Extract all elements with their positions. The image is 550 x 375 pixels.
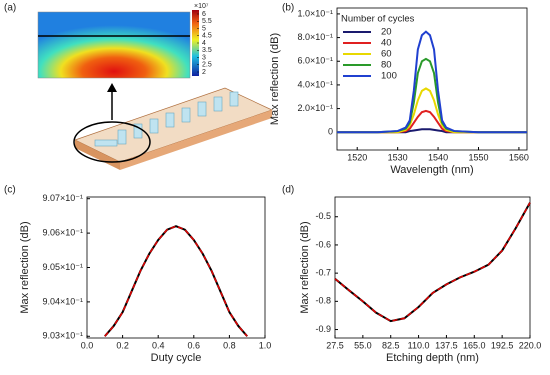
y-axis-title: Max reflection (dB) bbox=[269, 33, 281, 125]
colorbar-tick-label: 4.5 bbox=[202, 33, 212, 40]
x-axis-title: Wavelength (nm) bbox=[390, 164, 473, 176]
x-tick-label: 1560 bbox=[509, 152, 529, 162]
x-tick-label: 0.0 bbox=[81, 340, 94, 350]
x-tick-label: 192.5 bbox=[491, 340, 514, 350]
x-tick-label: 137.5 bbox=[435, 340, 458, 350]
series-line bbox=[104, 225, 248, 337]
series-line bbox=[337, 87, 527, 134]
x-axis-title: Etching depth (nm) bbox=[386, 352, 479, 364]
x-tick-label: 55.0 bbox=[354, 340, 372, 350]
colorbar-tick-label: 2 bbox=[202, 69, 206, 76]
y-tick-label: -0.5 bbox=[315, 211, 331, 221]
legend-title: Number of cycles bbox=[341, 14, 415, 25]
legend-label: 80 bbox=[381, 60, 392, 71]
colorbar-tick-label: 3 bbox=[202, 54, 206, 61]
colorbar-tick-label: 3.5 bbox=[202, 47, 212, 54]
y-tick-label: 9.07×10⁻¹ bbox=[42, 193, 83, 203]
y-tick-label: -0.6 bbox=[315, 239, 331, 249]
series-overlay-line bbox=[104, 225, 248, 337]
y-tick-label: -0.7 bbox=[315, 268, 331, 278]
x-tick-label: 1550 bbox=[468, 152, 488, 162]
y-tick-label: -0.9 bbox=[315, 324, 331, 334]
colorbar-exponent: ×10⁷ bbox=[194, 3, 209, 10]
plot-frame bbox=[336, 7, 528, 151]
x-tick-label: 82.5 bbox=[382, 340, 400, 350]
colorbar-tick-label: 5 bbox=[202, 25, 206, 32]
x-tick-label: 0.8 bbox=[223, 340, 236, 350]
x-tick-label: 0.6 bbox=[188, 340, 201, 350]
panel-label: (a) bbox=[4, 3, 16, 14]
legend-label: 100 bbox=[381, 71, 397, 82]
legend-label: 40 bbox=[381, 38, 392, 49]
y-tick-label: 9.05×10⁻¹ bbox=[42, 262, 83, 272]
colorbar-tick-label: 4 bbox=[202, 40, 206, 47]
legend-label: 60 bbox=[381, 49, 392, 60]
device-illustration bbox=[37, 10, 273, 170]
x-tick-label: 220.0 bbox=[519, 340, 542, 350]
y-tick-label: 6.0×10⁻¹ bbox=[297, 56, 333, 66]
y-tick-label: 2.0×10⁻¹ bbox=[297, 103, 333, 113]
series-line bbox=[334, 202, 531, 323]
y-tick-label: 9.03×10⁻¹ bbox=[42, 331, 83, 341]
panel-label: (b) bbox=[282, 3, 294, 14]
panel-label: (c) bbox=[4, 185, 16, 196]
series-overlay-line bbox=[334, 202, 531, 322]
y-tick-label: 0 bbox=[328, 127, 333, 137]
y-tick-label: -0.8 bbox=[315, 296, 331, 306]
plot-frame bbox=[86, 196, 266, 339]
x-tick-label: 1.0 bbox=[259, 340, 272, 350]
panel-label: (d) bbox=[282, 185, 294, 196]
y-tick-label: 1.0×10⁻¹ bbox=[297, 8, 333, 18]
colorbar-tick-label: 5.5 bbox=[202, 18, 212, 25]
plot-frame bbox=[334, 196, 531, 339]
y-axis-title: Max reflection (dB) bbox=[19, 221, 31, 313]
legend-label: 20 bbox=[381, 27, 392, 38]
y-tick-label: 8.0×10⁻¹ bbox=[297, 32, 333, 42]
x-axis-title: Duty cycle bbox=[151, 352, 202, 364]
x-tick-label: 0.2 bbox=[116, 340, 129, 350]
x-tick-label: 110.0 bbox=[408, 340, 430, 350]
colorbar-tick-label: 6 bbox=[202, 11, 206, 18]
series-line bbox=[337, 30, 527, 134]
y-tick-label: 9.06×10⁻¹ bbox=[42, 227, 83, 237]
y-axis-title: Max reflection (dB) bbox=[299, 221, 311, 313]
x-tick-label: 27.5 bbox=[326, 340, 344, 350]
x-tick-label: 0.4 bbox=[152, 340, 165, 350]
x-tick-label: 1540 bbox=[428, 152, 448, 162]
y-tick-label: 4.0×10⁻¹ bbox=[297, 79, 333, 89]
colorbar-tick-label: 2.5 bbox=[202, 62, 212, 69]
x-tick-label: 1520 bbox=[347, 152, 367, 162]
x-tick-label: 1530 bbox=[388, 152, 408, 162]
y-tick-label: 9.04×10⁻¹ bbox=[42, 296, 83, 306]
x-tick-label: 165.0 bbox=[463, 340, 486, 350]
